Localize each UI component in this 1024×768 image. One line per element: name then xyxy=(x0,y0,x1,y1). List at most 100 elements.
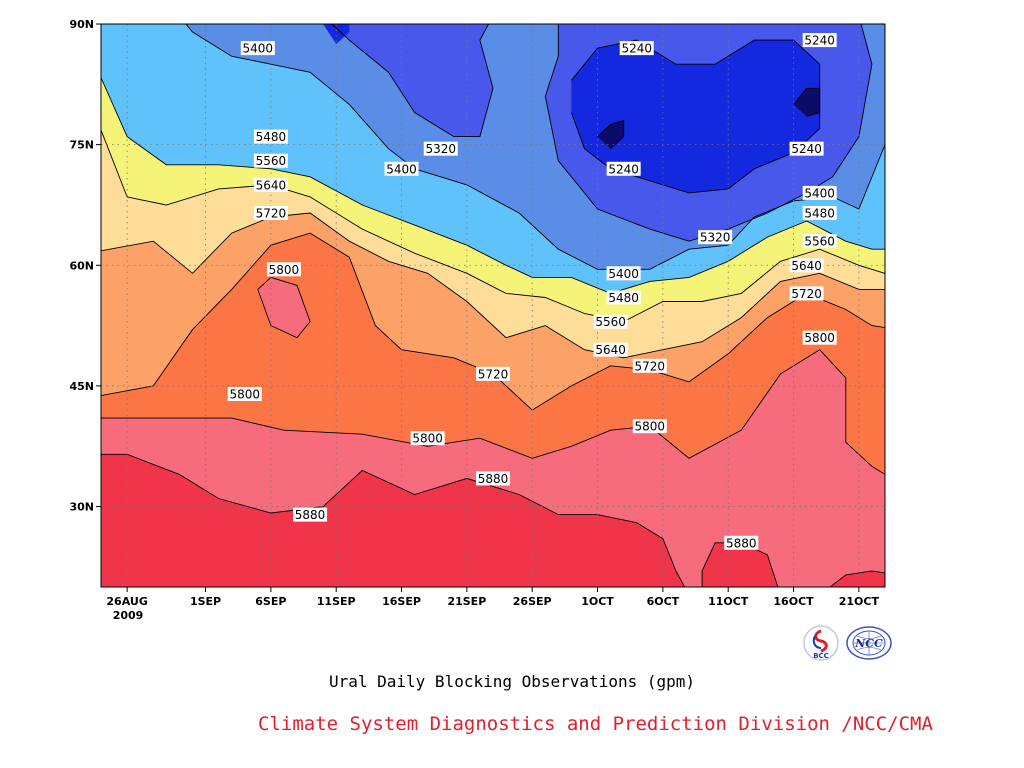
svg-text:NCC: NCC xyxy=(854,637,883,650)
contour-label: 5720 xyxy=(476,366,510,381)
svg-text:5720: 5720 xyxy=(635,359,666,373)
svg-text:5640: 5640 xyxy=(791,259,822,273)
svg-text:5720: 5720 xyxy=(791,287,822,301)
contour-label: 5800 xyxy=(266,262,301,277)
svg-text:5320: 5320 xyxy=(700,231,731,245)
x-tick-label: 6OCT xyxy=(647,595,680,608)
contour-label: 5720 xyxy=(253,206,288,221)
svg-text:5880: 5880 xyxy=(478,472,509,486)
svg-text:5880: 5880 xyxy=(295,508,326,522)
contour-label: 5480 xyxy=(253,129,288,144)
x-tick-label: 6SEP xyxy=(255,595,286,608)
contour-label: 5640 xyxy=(253,177,288,192)
contour-label: 5400 xyxy=(606,266,641,281)
svg-text:5320: 5320 xyxy=(425,142,456,156)
svg-text:5800: 5800 xyxy=(635,420,666,434)
contour-label: 5400 xyxy=(802,185,837,200)
fill-gt5880-east xyxy=(830,570,885,587)
svg-text:BCC: BCC xyxy=(813,652,829,660)
bcc-logo: BCC xyxy=(803,625,839,661)
svg-text:5560: 5560 xyxy=(256,154,287,168)
contour-label: 5800 xyxy=(802,330,837,345)
x-tick-label: 11OCT xyxy=(708,595,749,608)
fill-low-corner xyxy=(323,24,350,45)
svg-text:5240: 5240 xyxy=(791,142,822,156)
x-tick-label: 21OCT xyxy=(839,595,880,608)
svg-text:5480: 5480 xyxy=(804,207,835,221)
contour-label: 5720 xyxy=(632,358,667,373)
svg-text:5640: 5640 xyxy=(595,343,626,357)
contour-label: 5480 xyxy=(606,290,641,305)
svg-text:5240: 5240 xyxy=(621,42,652,56)
svg-text:5240: 5240 xyxy=(608,162,639,176)
fill-lt5160-b xyxy=(793,88,820,117)
svg-text:5720: 5720 xyxy=(256,207,287,221)
contour-label: 5640 xyxy=(593,342,628,357)
contour-line xyxy=(793,87,821,117)
fill-gt5880-west xyxy=(101,454,685,587)
credit-line: Climate System Diagnostics and Predictio… xyxy=(258,713,933,735)
contour-label: 5800 xyxy=(410,431,445,446)
x-tick-label: 16OCT xyxy=(773,595,814,608)
contour-line xyxy=(101,232,885,411)
chart-subtitle: Ural Daily Blocking Observations (gpm) xyxy=(328,672,696,691)
contour-label: 5880 xyxy=(476,471,510,486)
contour-label: 5880 xyxy=(724,535,759,550)
ncc-logo: NCC xyxy=(846,626,892,660)
y-tick-label: 60N xyxy=(69,259,94,272)
y-tick-label: 90N xyxy=(69,18,94,31)
contour-line xyxy=(101,453,686,587)
svg-text:5400: 5400 xyxy=(386,162,417,176)
svg-text:5880: 5880 xyxy=(726,536,757,550)
contour-label: 5320 xyxy=(698,230,733,245)
x-tick-label: 26AUG xyxy=(106,595,147,608)
svg-text:5800: 5800 xyxy=(412,432,443,446)
x-tick-label: 1SEP xyxy=(190,595,221,608)
contour-label: 5560 xyxy=(593,314,628,329)
y-tick-label: 75N xyxy=(69,139,94,152)
plot-frame xyxy=(100,23,886,588)
contour-label: 5800 xyxy=(632,419,667,434)
contour-line xyxy=(597,119,625,150)
svg-text:5800: 5800 xyxy=(804,331,835,345)
svg-text:5400: 5400 xyxy=(243,42,274,56)
contour-line xyxy=(101,349,885,475)
fill-5800-pocket xyxy=(257,277,311,338)
contour-label: 5240 xyxy=(789,141,824,156)
svg-text:5640: 5640 xyxy=(256,178,287,192)
contour-label: 5560 xyxy=(802,234,837,249)
contour-label: 5560 xyxy=(253,153,288,168)
contour-label: 5400 xyxy=(384,161,419,176)
x-tick-label: 1OCT xyxy=(581,595,614,608)
contour-line xyxy=(101,128,885,323)
contour-label: 5240 xyxy=(802,33,837,48)
svg-text:5400: 5400 xyxy=(608,267,639,281)
y-tick-label: 45N xyxy=(69,380,94,393)
x-tick-label: 16SEP xyxy=(382,595,421,608)
svg-text:5240: 5240 xyxy=(804,34,835,48)
contour-label: 5720 xyxy=(789,286,824,301)
contour-label: 5880 xyxy=(293,507,328,522)
fill-5240-5320-west xyxy=(331,24,493,137)
fill-lt5160-a xyxy=(597,120,624,149)
x-axis-year-label: 2009 xyxy=(113,609,144,622)
x-tick-label: 26SEP xyxy=(513,595,552,608)
contour-label: 5240 xyxy=(619,41,654,56)
contour-line xyxy=(101,212,885,359)
svg-text:5800: 5800 xyxy=(269,263,300,277)
contour-label: 5800 xyxy=(227,386,262,401)
x-tick-label: 21SEP xyxy=(447,595,486,608)
x-tick-label: 11SEP xyxy=(317,595,356,608)
svg-text:5480: 5480 xyxy=(608,291,639,305)
fill-5160-5240 xyxy=(571,40,820,193)
svg-text:5800: 5800 xyxy=(229,387,260,401)
fill-gt5880-center xyxy=(702,542,778,587)
svg-text:5560: 5560 xyxy=(595,315,626,329)
contour-label: 5480 xyxy=(802,206,837,221)
contour-line xyxy=(829,570,885,587)
svg-text:5480: 5480 xyxy=(256,130,287,144)
contour-label: 5400 xyxy=(240,41,275,56)
svg-text:5720: 5720 xyxy=(478,367,509,381)
contour-label: 5640 xyxy=(789,258,824,273)
